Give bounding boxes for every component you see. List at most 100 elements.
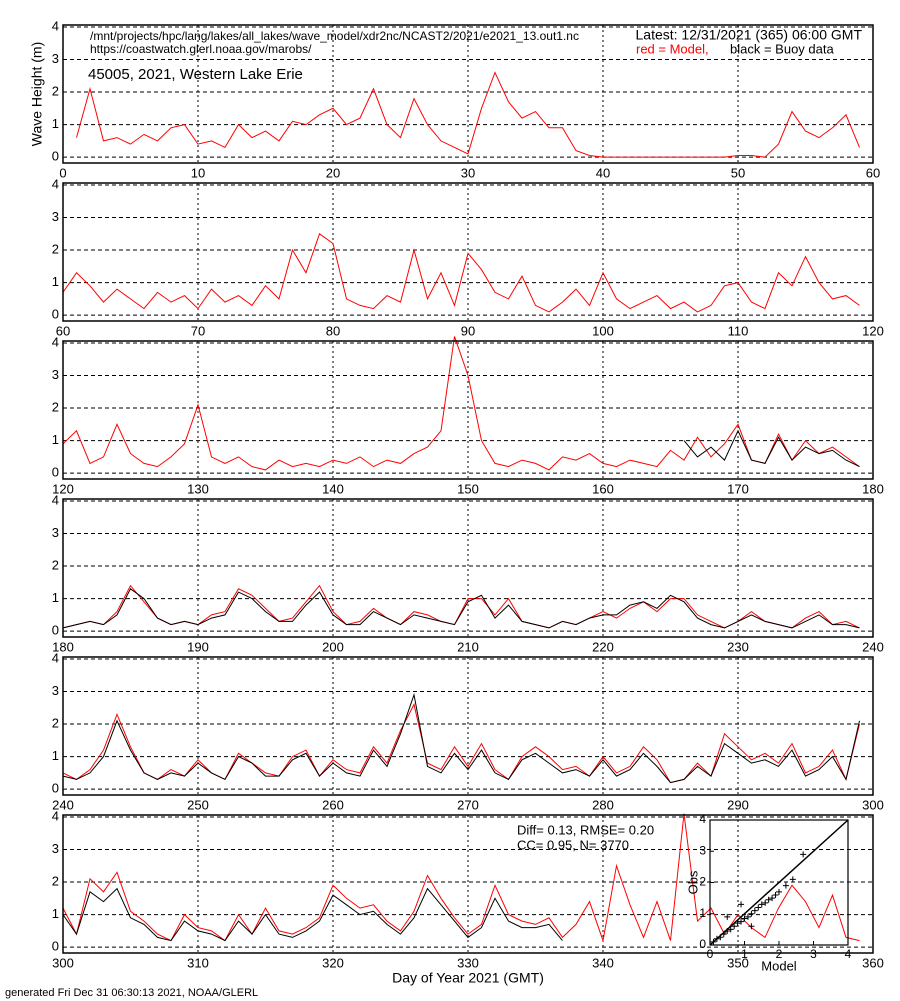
y-tick-label: 3 bbox=[52, 683, 59, 698]
x-tick-label: 10 bbox=[191, 165, 205, 180]
x-tick-label: 130 bbox=[187, 481, 209, 496]
x-tick-label: 30 bbox=[461, 165, 475, 180]
x-tick-label: 140 bbox=[322, 481, 344, 496]
y-tick-label: 1 bbox=[52, 590, 59, 605]
x-tick-label: 300 bbox=[862, 797, 884, 812]
x-tick-label: 220 bbox=[592, 639, 614, 654]
x-tick-label: 3 bbox=[810, 947, 817, 961]
footer: generated Fri Dec 31 06:30:13 2021, NOAA… bbox=[5, 987, 258, 999]
x-axis-label: Model bbox=[761, 958, 797, 973]
x-tick-label: 50 bbox=[731, 165, 745, 180]
y-tick-label: 2 bbox=[52, 241, 59, 256]
model-legend: red = Model, bbox=[636, 41, 709, 56]
source-url: https://coastwatch.glerl.noaa.gov/marobs… bbox=[90, 42, 312, 56]
x-tick-label: 250 bbox=[187, 797, 209, 812]
y-tick-label: 2 bbox=[52, 399, 59, 414]
station-title: 45005, 2021, Western Lake Erie bbox=[88, 66, 303, 83]
scatter-point bbox=[731, 923, 738, 930]
x-tick-label: 180 bbox=[862, 481, 884, 496]
y-tick-label: 3 bbox=[52, 841, 59, 856]
x-tick-label: 70 bbox=[191, 323, 205, 338]
x-tick-label: 270 bbox=[457, 797, 479, 812]
x-tick-label: 0 bbox=[707, 947, 714, 961]
scatter-point bbox=[710, 938, 717, 945]
scatter-point bbox=[782, 882, 789, 889]
file-path: /mnt/projects/hpc/lang/lakes/all_lakes/w… bbox=[90, 29, 579, 43]
x-tick-label: 280 bbox=[592, 797, 614, 812]
panel-frame bbox=[62, 340, 874, 480]
x-tick-label: 90 bbox=[461, 323, 475, 338]
data-line bbox=[76, 71, 860, 158]
x-tick-label: 80 bbox=[326, 323, 340, 338]
y-tick-label: 1 bbox=[52, 274, 59, 289]
x-tick-label: 20 bbox=[326, 165, 340, 180]
x-tick-label: 1 bbox=[741, 947, 748, 961]
scatter-point bbox=[755, 904, 762, 911]
y-tick-label: 1 bbox=[52, 116, 59, 131]
data-line bbox=[62, 336, 860, 471]
y-tick-label: 4 bbox=[52, 176, 59, 191]
y-tick-label: 0 bbox=[52, 623, 59, 638]
scatter-point bbox=[720, 931, 727, 938]
x-tick-label: 110 bbox=[728, 323, 749, 338]
y-tick-label: 2 bbox=[52, 557, 59, 572]
x-tick-label: 240 bbox=[862, 639, 884, 654]
y-tick-label: 4 bbox=[52, 492, 59, 507]
scatter-point bbox=[738, 901, 745, 908]
x-tick-label: 60 bbox=[56, 323, 70, 338]
panel-frame bbox=[62, 24, 874, 164]
scatter-point bbox=[762, 899, 769, 906]
x-tick-label: 160 bbox=[592, 481, 614, 496]
x-tick-label: 150 bbox=[457, 481, 479, 496]
data-line bbox=[62, 703, 860, 784]
scatter-point bbox=[751, 907, 758, 914]
x-tick-label: 360 bbox=[862, 955, 884, 970]
y-tick-label: 4 bbox=[52, 334, 59, 349]
x-tick-label: 330 bbox=[457, 955, 479, 970]
scatter-point bbox=[738, 918, 745, 925]
x-tick-label: 350 bbox=[727, 955, 749, 970]
y-tick-label: 2 bbox=[52, 83, 59, 98]
y-tick-label: 4 bbox=[699, 812, 706, 826]
x-tick-label: 310 bbox=[187, 955, 209, 970]
y-axis-label: Wave Height (m) bbox=[29, 42, 45, 147]
scatter-point bbox=[769, 895, 776, 902]
y-tick-label: 0 bbox=[52, 149, 59, 164]
y-tick-label: 3 bbox=[52, 367, 59, 382]
x-tick-label: 100 bbox=[592, 323, 614, 338]
x-tick-label: 320 bbox=[322, 955, 344, 970]
x-tick-label: 230 bbox=[727, 639, 749, 654]
y-tick-label: 0 bbox=[52, 465, 59, 480]
y-tick-label: 4 bbox=[52, 808, 59, 823]
scatter-point bbox=[748, 910, 755, 917]
y-tick-label: 0 bbox=[52, 939, 59, 954]
scatter-point bbox=[741, 915, 748, 922]
scatter-point bbox=[748, 923, 755, 930]
x-tick-label: 190 bbox=[187, 639, 209, 654]
scatter-point bbox=[800, 851, 807, 858]
x-tick-label: 2 bbox=[776, 947, 783, 961]
x-tick-label: 340 bbox=[592, 955, 614, 970]
x-tick-label: 0 bbox=[59, 165, 66, 180]
y-tick-label: 2 bbox=[52, 715, 59, 730]
x-tick-label: 260 bbox=[322, 797, 344, 812]
panel-frame bbox=[62, 182, 874, 322]
x-tick-label: 4 bbox=[845, 947, 852, 961]
x-tick-label: 180 bbox=[52, 639, 74, 654]
scatter-point bbox=[713, 935, 720, 942]
y-tick-label: 0 bbox=[699, 937, 706, 951]
x-tick-label: 300 bbox=[52, 955, 74, 970]
x-tick-label: 170 bbox=[727, 481, 749, 496]
scatter-point bbox=[765, 896, 772, 903]
data-line bbox=[62, 692, 860, 784]
data-line bbox=[62, 588, 860, 629]
y-tick-label: 3 bbox=[699, 843, 706, 857]
panel-frame bbox=[62, 656, 874, 796]
y-tick-label: 1 bbox=[52, 906, 59, 921]
y-tick-label: 4 bbox=[52, 650, 59, 665]
scatter-point bbox=[734, 920, 741, 927]
scatter-point bbox=[724, 927, 731, 934]
data-line bbox=[62, 233, 860, 313]
y-tick-label: 3 bbox=[52, 209, 59, 224]
data-line bbox=[683, 429, 860, 468]
